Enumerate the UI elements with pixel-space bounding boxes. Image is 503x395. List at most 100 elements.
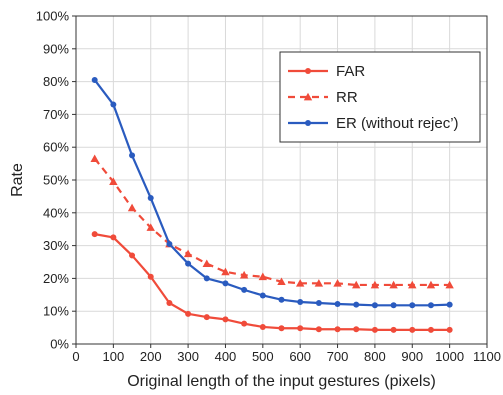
y-tick-label: 50% [43, 173, 69, 188]
x-tick-label: 1100 [473, 349, 501, 364]
y-tick-label: 30% [43, 238, 69, 253]
x-tick-label: 700 [327, 349, 349, 364]
y-tick-label: 10% [43, 304, 69, 319]
data-point-far [409, 326, 416, 333]
series-er [91, 76, 453, 309]
data-point-rr [258, 272, 268, 281]
data-point-rr [202, 259, 211, 267]
data-point-rr [127, 203, 137, 212]
data-point-er [278, 296, 285, 303]
data-point-rr [445, 280, 454, 289]
data-point-far [110, 234, 117, 241]
data-point-er [334, 300, 341, 307]
x-tick-label: 100 [103, 349, 125, 364]
data-point-far [353, 326, 360, 333]
x-tick-label: 800 [364, 349, 386, 364]
data-point-far [203, 314, 210, 321]
legend-label-far: FAR [336, 63, 365, 80]
y-tick-label: 80% [43, 74, 69, 89]
data-point-er [315, 300, 322, 306]
data-point-rr [90, 154, 99, 163]
data-point-far [222, 316, 229, 323]
data-point-er [390, 302, 397, 309]
data-point-far [185, 310, 192, 317]
data-point-far [446, 326, 453, 333]
series-line-er [93, 79, 450, 307]
data-point-er [371, 302, 378, 309]
series-line-rr [93, 157, 450, 287]
x-tick-label: 0 [72, 349, 79, 364]
y-tick-label: 40% [43, 205, 69, 220]
data-point-er [409, 302, 416, 309]
x-tick-label: 1000 [435, 349, 464, 364]
data-point-far [241, 320, 248, 327]
legend-label-er: ER (without rejec’) [336, 115, 459, 132]
data-point-er [110, 101, 117, 108]
data-point-far [91, 231, 98, 238]
data-point-er [222, 280, 229, 287]
y-tick-label: 0% [50, 337, 69, 352]
legend-marker-er [305, 120, 311, 126]
legend-marker-far [305, 68, 311, 74]
data-point-far [259, 323, 266, 330]
data-point-far [147, 273, 154, 280]
data-point-rr [221, 267, 230, 276]
data-point-far [166, 300, 173, 306]
data-point-far [129, 252, 136, 259]
x-tick-label: 200 [140, 349, 162, 364]
x-tick-label: 300 [177, 349, 199, 364]
x-tick-label: 400 [215, 349, 237, 364]
data-point-er [129, 152, 136, 159]
data-point-er [241, 286, 248, 293]
x-tick-label: 500 [252, 349, 274, 364]
y-tick-label: 100% [36, 9, 70, 24]
legend-marker-rr [303, 92, 313, 101]
series-line-far [94, 233, 450, 331]
x-tick-label: 600 [289, 349, 311, 364]
data-point-er [353, 301, 360, 308]
data-point-rr [109, 177, 118, 185]
data-point-rr [277, 277, 286, 286]
legend: FAR RR ER (without rejec’) [279, 51, 481, 143]
y-tick-label: 20% [43, 271, 69, 286]
data-point-er [427, 302, 434, 309]
data-point-rr [333, 279, 342, 287]
data-point-er [446, 301, 453, 308]
data-point-rr [146, 223, 155, 231]
series-far [91, 231, 453, 333]
data-point-rr [183, 249, 193, 258]
data-point-far [427, 326, 434, 333]
y-tick-label: 60% [43, 140, 69, 155]
data-point-rr [239, 270, 249, 279]
data-point-far [297, 325, 304, 332]
y-tick-label: 70% [43, 107, 69, 122]
data-point-far [371, 326, 378, 333]
data-point-er [91, 76, 98, 83]
data-point-rr [314, 279, 324, 287]
data-point-rr [389, 280, 398, 289]
data-point-far [334, 326, 341, 333]
data-point-er [203, 275, 210, 282]
data-point-rr [352, 280, 361, 289]
data-point-er [259, 292, 266, 299]
data-point-far [278, 325, 285, 332]
data-series [90, 76, 454, 333]
data-point-rr [295, 279, 305, 287]
data-point-er [166, 240, 173, 247]
data-point-er [185, 260, 192, 267]
data-point-rr [370, 280, 380, 289]
data-point-far [315, 326, 322, 333]
x-tick-label: 900 [401, 349, 423, 364]
y-tick-label: 90% [43, 41, 69, 56]
data-point-er [297, 299, 304, 306]
data-point-er [147, 195, 154, 202]
data-point-far [390, 326, 397, 333]
series-rr [90, 154, 454, 289]
data-point-rr [408, 280, 417, 289]
axis-ticks: 0% 10% 20% 30% 40% 50% 60% 70% 80% 90% 100% 0 100 200… [36, 9, 501, 365]
y-axis-title: Rate [9, 163, 26, 197]
x-axis-title: Original length of the input gestures (p… [127, 373, 436, 390]
legend-label-rr: RR [336, 89, 358, 106]
data-point-rr [426, 280, 436, 289]
